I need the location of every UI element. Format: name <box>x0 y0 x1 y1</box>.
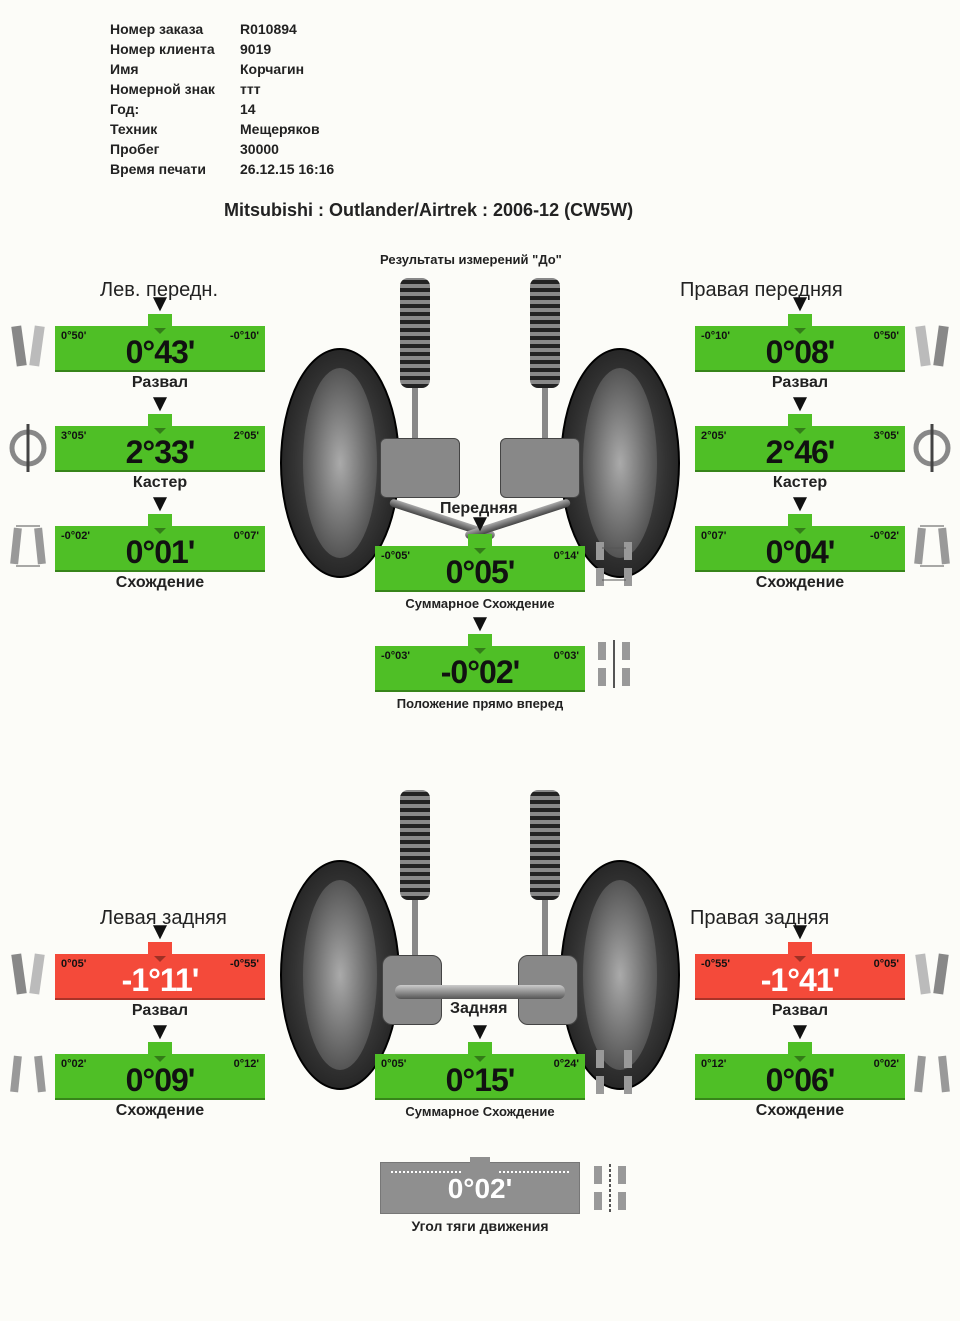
header-value: 30000 <box>232 140 334 158</box>
gauge-arrow-icon: ▼ <box>788 1020 812 1044</box>
gauge-thrust-angle: 0°02' <box>380 1162 580 1214</box>
gauge-value: 2°33' <box>55 434 265 471</box>
header-label: Год: <box>110 100 230 118</box>
gauge-value: 0°06' <box>695 1062 905 1099</box>
gauge-front-left-caster: ▼3°05'2°05'2°33' <box>55 414 265 472</box>
camber-icon <box>8 318 48 373</box>
gauge-value: 0°15' <box>375 1062 585 1099</box>
order-header: Номер заказаR010894Номер клиента9019ИмяК… <box>108 18 336 180</box>
header-value: R010894 <box>232 20 334 38</box>
gauge-rear-left-toe: ▼0°02'0°12'0°09' <box>55 1042 265 1100</box>
gauge-front-total-toe: ▼-0°05'0°14'0°05' <box>375 534 585 592</box>
header-label: Время печати <box>110 160 230 178</box>
header-value: Мещеряков <box>232 120 334 138</box>
camber-icon <box>912 946 952 1001</box>
label-front-steer: Положение прямо вперед <box>375 696 585 711</box>
camber-icon <box>912 318 952 373</box>
gauge-arrow-icon: ▼ <box>148 392 172 416</box>
gauge-front-right-camber: ▼-0°10'0°50'0°08' <box>695 314 905 372</box>
header-value: 14 <box>232 100 334 118</box>
header-label: Имя <box>110 60 230 78</box>
gauge-front-right-caster: ▼2°05'3°05'2°46' <box>695 414 905 472</box>
gauge-arrow-icon: ▼ <box>468 612 492 636</box>
gauge-arrow-icon: ▼ <box>788 292 812 316</box>
rear-axle-title: Задняя <box>450 1000 507 1018</box>
gauge-rear-right-camber: ▼-0°55'0°05'-1°41' <box>695 942 905 1000</box>
gauge-arrow-icon: ▼ <box>788 392 812 416</box>
gauge-rear-left-camber: ▼0°05'-0°55'-1°11' <box>55 942 265 1000</box>
gauge-value: 0°01' <box>55 534 265 571</box>
gauge-value: 0°04' <box>695 534 905 571</box>
gauge-front-right-toe: ▼0°07'-0°02'0°04' <box>695 514 905 572</box>
gauge-front-left-toe: ▼-0°02'0°07'0°01' <box>55 514 265 572</box>
toe-icon <box>8 518 48 573</box>
vehicle-title: Mitsubishi : Outlander/Airtrek : 2006-12… <box>224 200 633 221</box>
section-title-before: Результаты измерений "До" <box>380 252 562 267</box>
gauge-arrow-icon: ▼ <box>148 292 172 316</box>
label-rear-total-toe: Суммарное Схождение <box>375 1104 585 1119</box>
gauge-value: -0°02' <box>375 654 585 691</box>
gauge-rear-total-toe: ▼0°05'0°24'0°15' <box>375 1042 585 1100</box>
caster-icon <box>8 418 48 473</box>
label-front-left-toe: Схождение <box>55 574 265 592</box>
gauge-value: 0°09' <box>55 1062 265 1099</box>
gauge-front-left-camber: ▼0°50'-0°10'0°43' <box>55 314 265 372</box>
header-value: 26.12.15 16:16 <box>232 160 334 178</box>
label-thrust: Угол тяги движения <box>375 1218 585 1234</box>
header-value: Корчагин <box>232 60 334 78</box>
header-value: ттт <box>232 80 334 98</box>
header-label: Техник <box>110 120 230 138</box>
header-label: Номер заказа <box>110 20 230 38</box>
gauge-front-steer: ▼-0°03'0°03'-0°02' <box>375 634 585 692</box>
gauge-arrow-icon: ▼ <box>148 920 172 944</box>
header-label: Пробег <box>110 140 230 158</box>
header-label: Номер клиента <box>110 40 230 58</box>
front-right-title: Правая передняя <box>680 279 843 302</box>
gauge-value: -1°11' <box>55 962 265 999</box>
gauge-value: 0°08' <box>695 334 905 371</box>
gauge-arrow-icon: ▼ <box>468 1020 492 1044</box>
gauge-arrow-icon: ▼ <box>148 492 172 516</box>
total-toe-icon <box>592 536 636 591</box>
toe-icon <box>912 1046 952 1101</box>
steer-ahead-icon <box>592 636 636 691</box>
label-front-total-toe: Суммарное Схождение <box>375 596 585 611</box>
gauge-value: -1°41' <box>695 962 905 999</box>
label-front-right-toe: Схождение <box>695 574 905 592</box>
gauge-arrow-icon: ▼ <box>468 512 492 536</box>
gauge-arrow-icon: ▼ <box>788 492 812 516</box>
gauge-value: 0°43' <box>55 334 265 371</box>
header-label: Номерной знак <box>110 80 230 98</box>
thrust-value: 0°02' <box>381 1173 579 1205</box>
total-toe-icon <box>592 1044 636 1099</box>
header-value: 9019 <box>232 40 334 58</box>
gauge-value: 0°05' <box>375 554 585 591</box>
gauge-arrow-icon: ▼ <box>148 1020 172 1044</box>
toe-icon <box>912 518 952 573</box>
label-rear-right-toe: Схождение <box>695 1102 905 1120</box>
camber-icon <box>8 946 48 1001</box>
gauge-arrow-icon: ▼ <box>788 920 812 944</box>
gauge-rear-right-toe: ▼0°12'0°02'0°06' <box>695 1042 905 1100</box>
caster-icon <box>912 418 952 473</box>
toe-icon <box>8 1046 48 1101</box>
thrust-icon <box>588 1160 632 1215</box>
label-rear-left-toe: Схождение <box>55 1102 265 1120</box>
gauge-value: 2°46' <box>695 434 905 471</box>
